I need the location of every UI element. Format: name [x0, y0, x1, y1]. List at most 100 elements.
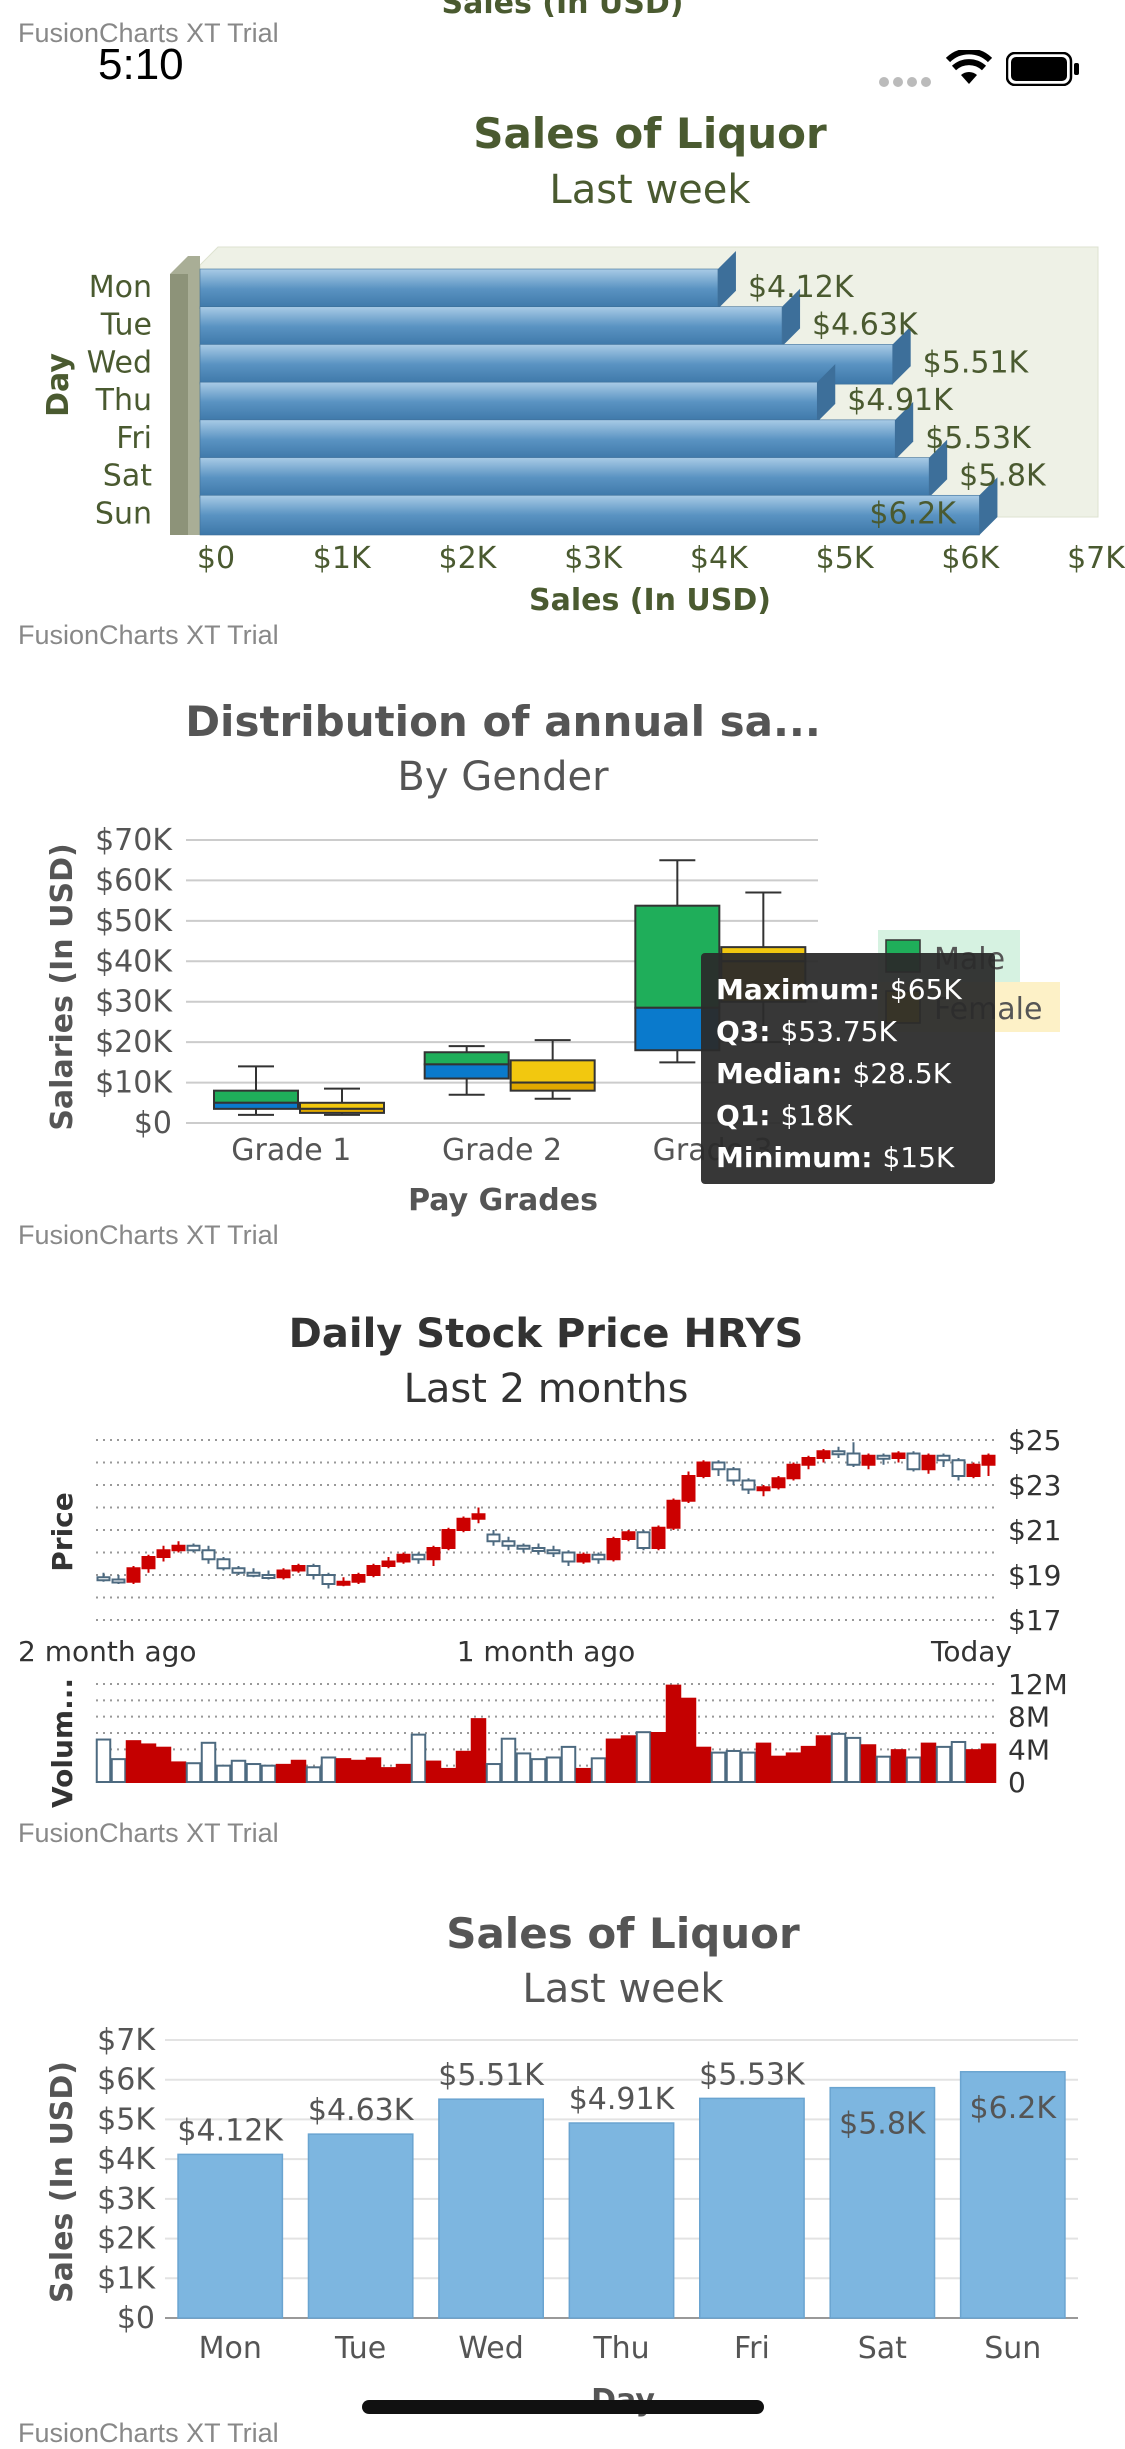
stock-volume-bar[interactable] — [320, 1756, 337, 1783]
boxplot-upper-box[interactable] — [213, 1089, 299, 1104]
stock-candle[interactable] — [231, 1567, 246, 1574]
column-bar[interactable] — [568, 2122, 675, 2319]
stock-candle[interactable] — [486, 1533, 501, 1543]
stock-volume-bar[interactable] — [530, 1758, 547, 1783]
stock-volume-bar[interactable] — [140, 1743, 157, 1783]
stock-volume-bar[interactable] — [890, 1749, 907, 1783]
stock-candle[interactable] — [966, 1463, 981, 1477]
stock-candle[interactable] — [126, 1567, 141, 1583]
stock-volume-bar[interactable] — [455, 1750, 472, 1783]
boxplot-lower-box[interactable] — [299, 1107, 385, 1114]
stock-volume-bar[interactable] — [800, 1745, 817, 1783]
stock-volume-bar[interactable] — [485, 1763, 502, 1783]
stock-volume-bar[interactable] — [935, 1745, 952, 1783]
stock-candle[interactable] — [606, 1538, 621, 1561]
stock-volume-bar[interactable] — [470, 1718, 487, 1784]
stock-volume-bar[interactable] — [380, 1767, 397, 1784]
stock-candle[interactable] — [576, 1553, 591, 1563]
column-bar[interactable] — [438, 2098, 544, 2319]
stock-candle[interactable] — [786, 1463, 801, 1480]
bar3d-bar[interactable] — [199, 494, 980, 536]
stock-volume-bar[interactable] — [980, 1743, 997, 1783]
stock-candle[interactable] — [306, 1565, 321, 1576]
bar3d-bar[interactable] — [199, 419, 896, 460]
stock-candle[interactable] — [351, 1574, 366, 1583]
stock-candle[interactable] — [291, 1565, 306, 1572]
stock-candle[interactable] — [891, 1452, 906, 1459]
stock-volume-bar[interactable] — [95, 1738, 112, 1783]
stock-candle[interactable] — [381, 1560, 396, 1567]
stock-volume-bar[interactable] — [575, 1767, 592, 1783]
bar3d-bar[interactable] — [199, 344, 893, 385]
stock-candle[interactable] — [516, 1544, 531, 1550]
boxplot-upper-box[interactable] — [509, 1059, 596, 1084]
stock-candle[interactable] — [96, 1576, 111, 1582]
stock-candle[interactable] — [426, 1547, 441, 1561]
stock-volume-bar[interactable] — [395, 1763, 412, 1784]
stock-volume-bar[interactable] — [785, 1752, 802, 1783]
stock-candle[interactable] — [171, 1544, 186, 1552]
stock-candle[interactable] — [546, 1549, 561, 1555]
stock-candle[interactable] — [696, 1461, 711, 1477]
stock-candle[interactable] — [111, 1578, 126, 1584]
column-bar[interactable] — [829, 2086, 936, 2319]
bar3d-bar[interactable] — [199, 268, 719, 310]
stock-candle[interactable] — [816, 1450, 831, 1459]
stock-candle[interactable] — [846, 1452, 861, 1466]
stock-candle[interactable] — [876, 1454, 891, 1460]
stock-volume-bar[interactable] — [200, 1741, 217, 1783]
stock-candle[interactable] — [201, 1549, 216, 1561]
stock-candle[interactable] — [531, 1547, 546, 1552]
stock-candle[interactable] — [216, 1558, 231, 1570]
stock-candle[interactable] — [921, 1454, 936, 1471]
stock-candle[interactable] — [981, 1454, 996, 1466]
stock-candle[interactable] — [156, 1549, 171, 1558]
stock-volume-bar[interactable] — [335, 1758, 352, 1783]
stock-volume-bar[interactable] — [350, 1759, 367, 1783]
stock-volume-bar[interactable] — [545, 1756, 562, 1783]
stock-volume-bar[interactable] — [860, 1744, 877, 1783]
home-indicator[interactable] — [362, 2400, 764, 2414]
stock-volume-bar[interactable] — [440, 1767, 457, 1783]
stock-volume-bar[interactable] — [125, 1740, 142, 1783]
stock-candle[interactable] — [666, 1499, 681, 1529]
stock-candle[interactable] — [741, 1479, 756, 1491]
stock-volume-bar[interactable] — [815, 1735, 832, 1783]
stock-chart[interactable]: Daily Stock Price HRYS Last 2 months Pri… — [0, 1300, 1125, 1840]
stock-candle[interactable] — [756, 1486, 771, 1492]
stock-volume-bar[interactable] — [275, 1763, 292, 1784]
stock-candle[interactable] — [726, 1468, 741, 1482]
bar3d-bar[interactable] — [199, 381, 818, 423]
boxplot-lower-box[interactable] — [509, 1081, 596, 1092]
stock-candle[interactable] — [681, 1475, 696, 1502]
stock-volume-bar[interactable] — [620, 1735, 637, 1783]
stock-candle[interactable] — [906, 1452, 921, 1471]
stock-candle[interactable] — [366, 1565, 381, 1576]
stock-volume-bar[interactable] — [845, 1736, 862, 1783]
stock-candle[interactable] — [321, 1574, 336, 1585]
stock-volume-bar[interactable] — [725, 1749, 742, 1784]
stock-candle[interactable] — [186, 1544, 201, 1552]
stock-candle[interactable] — [471, 1513, 486, 1520]
stock-volume-bar[interactable] — [515, 1752, 532, 1783]
stock-volume-bar[interactable] — [830, 1732, 847, 1784]
stock-volume-bar[interactable] — [635, 1731, 652, 1783]
stock-volume-bar[interactable] — [680, 1697, 697, 1784]
stock-candle[interactable] — [501, 1540, 516, 1547]
column-bar[interactable] — [307, 2133, 414, 2319]
stock-candle[interactable] — [276, 1569, 291, 1579]
stock-volume-bar[interactable] — [755, 1742, 772, 1784]
boxplot-lower-box[interactable] — [213, 1101, 299, 1110]
stock-volume-bar[interactable] — [710, 1751, 727, 1784]
column-bar[interactable] — [177, 2153, 284, 2319]
stock-candle[interactable] — [591, 1553, 606, 1561]
stock-candle[interactable] — [801, 1457, 816, 1466]
stock-volume-bar[interactable] — [875, 1755, 892, 1783]
column-chart[interactable]: Sales of Liquor Last week Day Sales (In … — [0, 1900, 1125, 2420]
stock-volume-bar[interactable] — [650, 1732, 667, 1783]
stock-candle[interactable] — [441, 1529, 456, 1549]
stock-volume-bar[interactable] — [410, 1733, 427, 1783]
stock-volume-bar[interactable] — [920, 1742, 937, 1784]
stock-volume-bar[interactable] — [695, 1746, 712, 1784]
stock-volume-bar[interactable] — [905, 1756, 922, 1783]
